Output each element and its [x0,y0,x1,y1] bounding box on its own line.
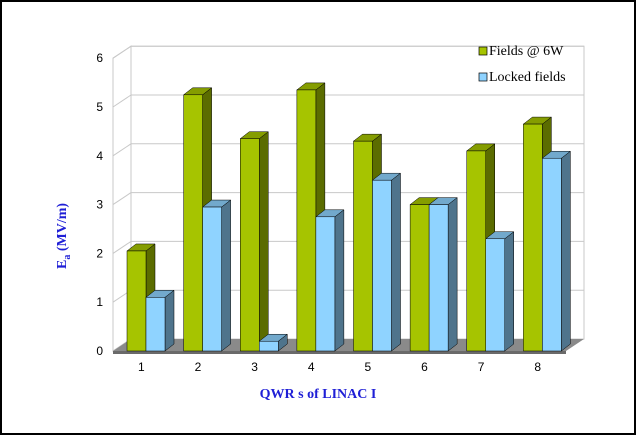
legend-label-locked-fields: Locked fields [489,70,566,85]
x-tick-label: 1 [138,360,145,374]
bar-side [221,199,231,352]
bar [315,209,345,352]
bar-front [240,138,260,352]
floor-front [113,351,566,354]
y-tick-labels: 0 1 2 3 4 5 6 [96,51,103,358]
bars [126,82,572,352]
x-tick-label: 6 [421,360,428,374]
legend-label-fields-6w: Fields @ 6W [489,44,564,59]
bar-side [259,131,269,352]
bar [239,131,269,352]
bar-front [183,94,203,352]
bar-front [353,140,373,352]
bar [258,333,288,352]
x-tick-label: 4 [308,360,315,374]
bar-front [466,150,486,352]
x-tick-label: 8 [534,360,541,374]
bar [541,150,572,352]
x-axis-title: QWR s of LINAC I [260,387,377,402]
y-axis-title-rest: (MV/m) [55,203,70,255]
gridline-side [112,143,132,157]
bar-front [372,179,392,352]
y-tick-label: 2 [96,246,103,260]
y-tick-label: 5 [96,100,103,114]
x-tick-label: 3 [251,360,258,374]
y-tick-label: 0 [96,344,103,358]
legend-swatch-fields-6w [478,46,488,56]
gridline-side [112,94,132,108]
y-tick-label: 1 [96,295,103,309]
y-axis-title: Ea (MV/m) [55,203,73,269]
legend-swatch-locked-fields [478,72,488,82]
bar-front [202,206,222,352]
bar-front [428,204,449,352]
bar-side [164,289,175,352]
bar-front [485,238,505,352]
x-tick-label: 7 [478,360,485,374]
bar-side [391,172,401,352]
y-tick-label: 6 [96,51,103,65]
x-tick-labels: 1 2 3 4 5 6 7 8 [138,360,541,374]
gridline-side [112,192,132,206]
bar [145,289,175,352]
bar-side [334,209,345,352]
bar [201,199,232,352]
bar-front [523,123,543,352]
bar-side [561,150,571,352]
bar-front [409,204,430,352]
x-tick-label: 5 [364,360,371,374]
y-axis-title-main: E [55,260,70,269]
gridline-side [112,45,132,59]
bar [485,231,515,352]
bar-front [145,297,166,352]
bar-front [315,216,336,352]
bar [428,197,458,352]
y-axis-title-subscript: a [62,255,73,260]
gridline-side [112,240,132,254]
x-tick-label: 2 [195,360,202,374]
bar-front [542,157,562,352]
bar-front [126,250,147,352]
bar-side [447,197,458,352]
bar-front [259,340,279,352]
y-tick-label: 4 [96,149,103,163]
y-tick-label: 3 [96,198,103,212]
bar-front [296,89,317,352]
bar-side [504,231,514,352]
bar [371,172,402,352]
legend: Fields @ 6W Locked fields [478,44,566,85]
